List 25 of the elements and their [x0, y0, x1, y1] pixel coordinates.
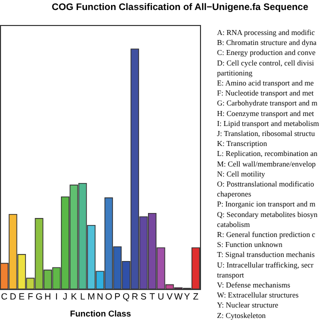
x-tick-label: C [1, 292, 8, 302]
chart-title: COG Function Classification of All−Unigene.fa Sequence [52, 2, 308, 13]
x-tick-label: H [44, 292, 52, 302]
x-tick-label: P [114, 292, 120, 302]
x-tick-label: K [70, 292, 77, 302]
x-tick-label: M [88, 292, 96, 302]
x-tick-label: T [149, 292, 156, 302]
x-tick-label: G [36, 292, 43, 302]
x-tick-label: Q [122, 292, 130, 302]
x-tick-label: S [140, 292, 147, 302]
x-tick-label: R [132, 292, 139, 302]
x-tick-label: Z [192, 292, 199, 302]
x-axis-title: Function Class [70, 308, 132, 318]
x-tick-label: F [28, 292, 34, 302]
x-tick-label: N [96, 292, 104, 302]
x-tick-label: Y [184, 292, 190, 302]
x-tick-label: J [62, 292, 68, 302]
x-tick-label: O [105, 292, 112, 302]
x-tick-label: U [158, 292, 164, 302]
x-tick-label: I [55, 292, 58, 302]
x-tick-label: V [166, 292, 173, 302]
x-tick-label: L [80, 292, 86, 302]
x-tick-label: D [10, 292, 17, 302]
x-tick-label: E [18, 292, 25, 302]
x-tick-label: W [174, 292, 184, 302]
